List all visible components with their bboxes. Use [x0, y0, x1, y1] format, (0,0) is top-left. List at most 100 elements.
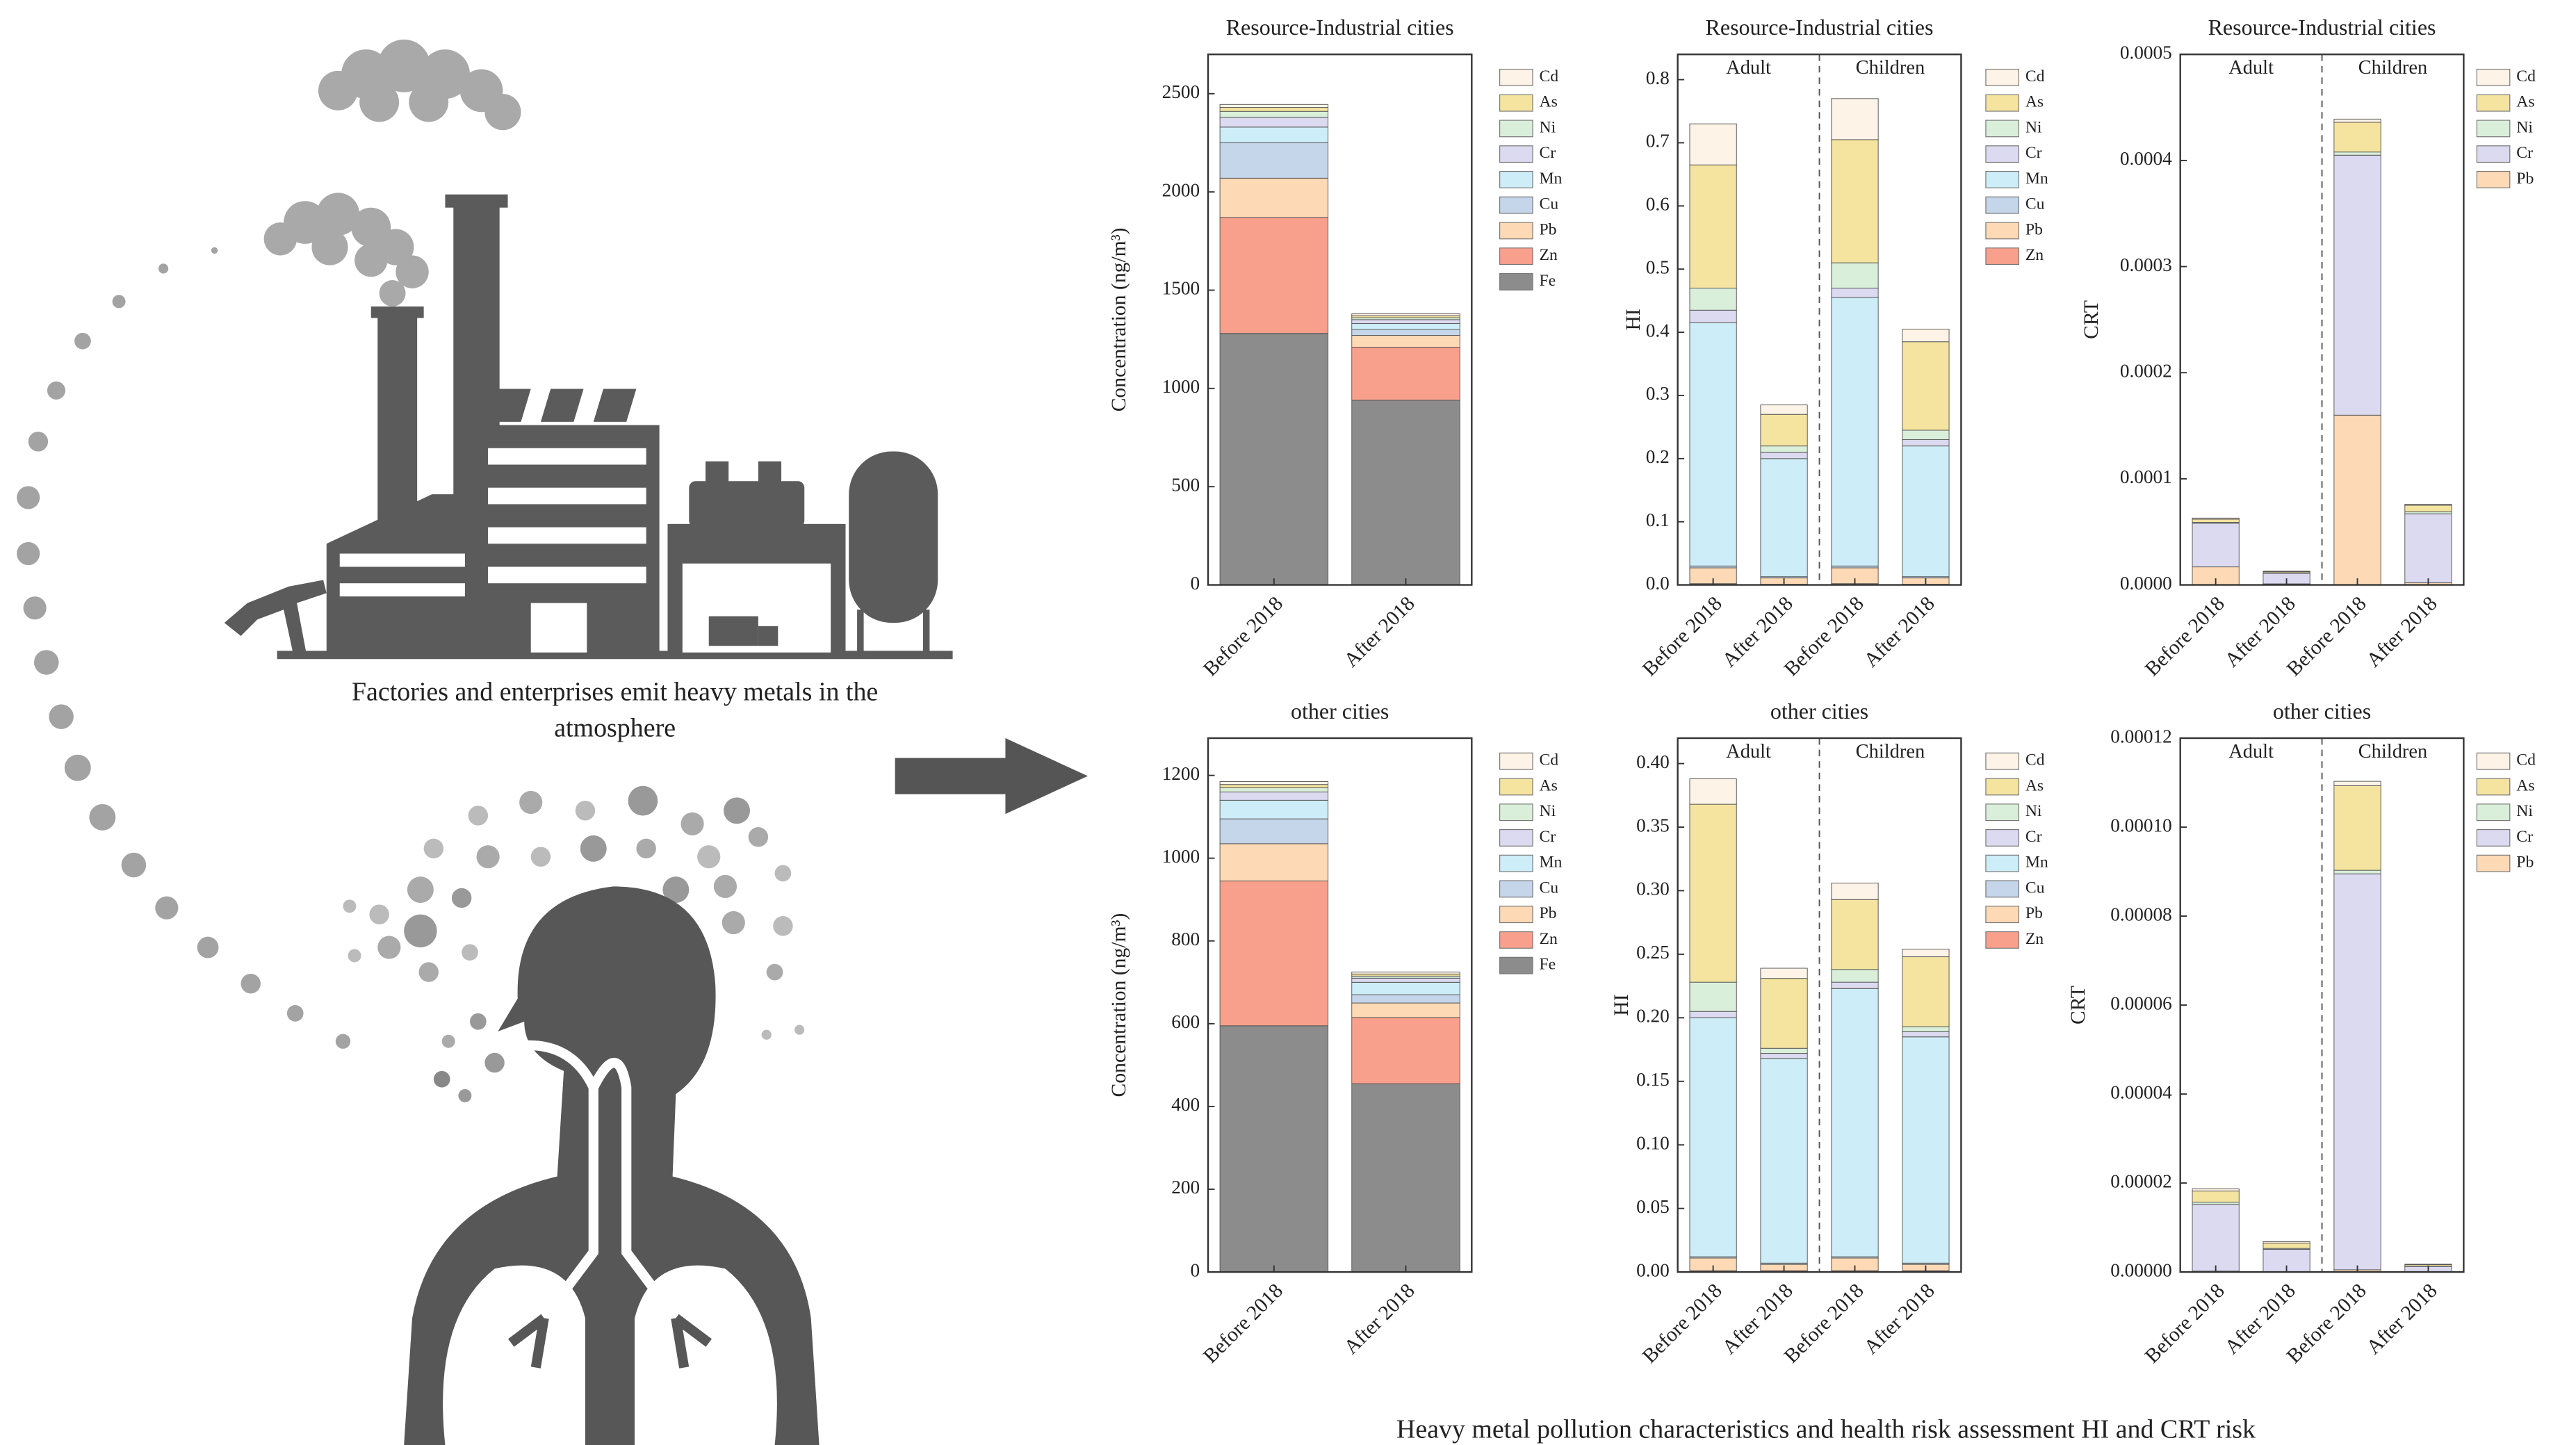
group-label: Adult [2228, 57, 2274, 79]
legend-label: Zn [1540, 930, 1558, 948]
door [530, 603, 587, 653]
particle [530, 847, 551, 867]
legend-swatch [1499, 956, 1533, 974]
particle [112, 295, 126, 309]
plot-frame [1207, 737, 1473, 1273]
y-tick-label: 0.25 [1636, 942, 1670, 963]
particle [636, 838, 656, 859]
group-label: Children [1856, 57, 1925, 79]
chimney-cap [370, 306, 424, 318]
bar-segment [1351, 971, 1460, 974]
legend-swatch [1499, 752, 1533, 770]
bar-segment [2263, 1241, 2310, 1243]
bar-segment [1351, 994, 1460, 1004]
particle-trail [17, 247, 351, 1049]
smoke-puff [284, 201, 327, 244]
y-tick-label: 800 [1171, 929, 1200, 949]
legend-swatch [1985, 880, 2019, 898]
legend-label: Pb [2025, 220, 2043, 238]
smoke-puff [354, 243, 388, 277]
bar-segment [2333, 870, 2381, 874]
group-label: Children [2358, 57, 2428, 79]
bar-segment [1902, 430, 1950, 441]
bar-segment [2333, 873, 2381, 1271]
bar-segment [1831, 981, 1879, 989]
bar-segment [1219, 117, 1329, 128]
bar-segment [1760, 1047, 1808, 1054]
legend-label: Cr [1540, 144, 1556, 162]
bar-segment [1760, 458, 1808, 578]
chart-title: other cities [2273, 699, 2371, 724]
legend-swatch [1985, 778, 2019, 796]
arrow [895, 738, 1088, 815]
smoke [263, 39, 521, 307]
bar-segment [2333, 118, 2381, 123]
bar-segment [1689, 123, 1737, 165]
y-tick-label: 0.00008 [2110, 904, 2172, 924]
particle [121, 852, 147, 878]
y-tick-label: 2000 [1162, 179, 1200, 200]
bar-segment [1831, 139, 1879, 263]
particle [697, 845, 721, 869]
bar-segment [1689, 1017, 1737, 1257]
bar-segment [1831, 969, 1879, 983]
particle [286, 1005, 304, 1022]
airway [503, 1040, 680, 1321]
legend-label: Ni [2516, 802, 2533, 820]
illustration [17, 39, 1088, 1445]
y-tick-label: 0.05 [1636, 1196, 1670, 1217]
legend-label: Pb [2516, 170, 2534, 188]
legend-swatch [1499, 828, 1533, 847]
legend-swatch [1499, 272, 1533, 291]
legend-label: Ni [2516, 118, 2533, 136]
legend-label: Cr [2516, 144, 2533, 162]
chimney [377, 313, 418, 528]
particle [404, 914, 437, 948]
smoke-puff [409, 82, 449, 122]
bar-segment [1219, 791, 1329, 801]
excavator [224, 580, 327, 656]
bar-segment [1219, 177, 1329, 218]
legend-label: Pb [2025, 904, 2043, 922]
bar-segment [1689, 1011, 1737, 1018]
bar-segment [2192, 1191, 2240, 1203]
particle [575, 801, 596, 821]
legend-swatch [1985, 120, 2019, 138]
bar-segment [2333, 122, 2381, 153]
particle [724, 797, 751, 824]
legend-swatch [1985, 854, 2019, 872]
bar-segment [1689, 803, 1737, 983]
bronchi [508, 1314, 712, 1369]
particle [680, 812, 704, 835]
y-tick-label: 0.0005 [2120, 42, 2172, 63]
legend-swatch [1499, 94, 1533, 112]
legend-label: Pb [2516, 854, 2534, 872]
bar-segment [1902, 341, 1950, 431]
particle [211, 247, 218, 254]
plot-frame [1207, 54, 1473, 586]
solar-panel [540, 389, 584, 422]
particle [441, 1034, 455, 1048]
window [488, 448, 646, 465]
particle [794, 1024, 805, 1035]
bar-segment [2192, 523, 2240, 568]
particle [17, 486, 40, 509]
bar-segment [1351, 1017, 1460, 1084]
lungs [443, 1265, 777, 1445]
bar-segment [1689, 287, 1737, 311]
y-axis-label: HI [1622, 309, 1645, 330]
legend-label: Cu [1540, 879, 1559, 897]
window [339, 583, 465, 597]
y-axis-label: HI [1611, 994, 1633, 1015]
group-label: Adult [1726, 741, 1771, 762]
legend-swatch [1985, 931, 2019, 949]
legend-swatch [1985, 145, 2019, 163]
y-tick-label: 0.0001 [2120, 466, 2172, 487]
chart: Resource-Industrial cities Concentration … [1108, 15, 1562, 680]
legend-label: Ni [1540, 802, 1556, 820]
bar-segment [2192, 1202, 2240, 1205]
smoke-puff [377, 39, 431, 92]
legend-swatch [2476, 752, 2511, 770]
y-tick-label: 600 [1171, 1011, 1200, 1032]
tank [849, 451, 938, 623]
